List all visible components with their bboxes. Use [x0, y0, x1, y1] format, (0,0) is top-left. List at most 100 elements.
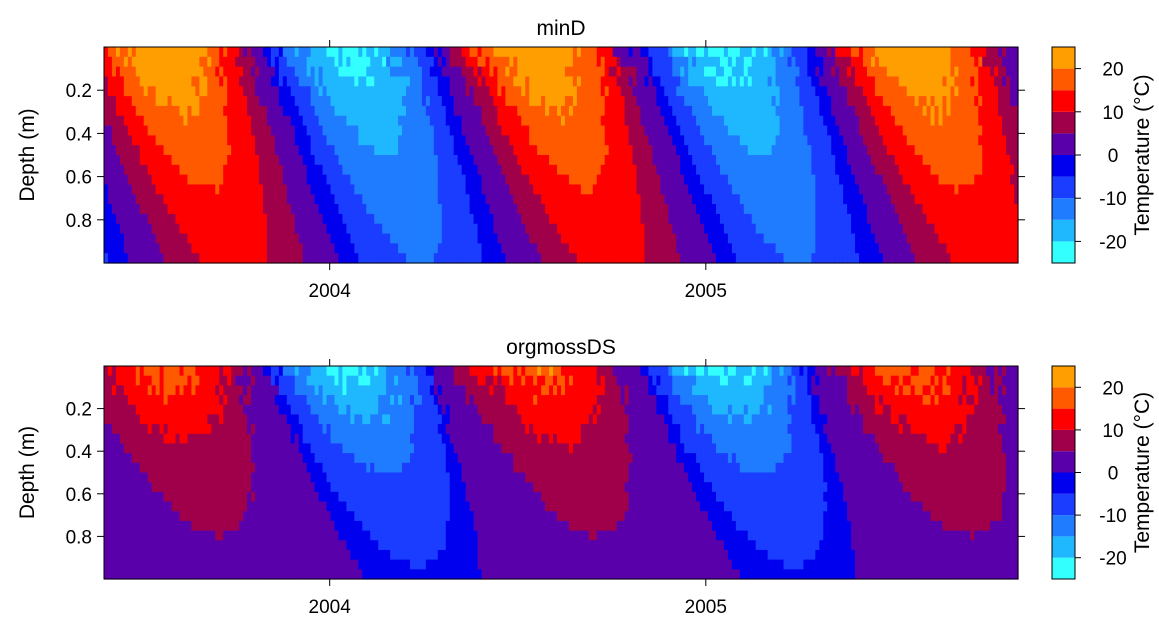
heatmap-cell: [374, 135, 379, 146]
heatmap-cell: [823, 194, 828, 205]
heatmap-cell: [406, 105, 411, 117]
heatmap-cell: [827, 243, 832, 254]
heatmap-cell: [370, 243, 375, 254]
heatmap-cell: [549, 135, 554, 146]
heatmap-cell: [179, 47, 185, 58]
heatmap-cell: [298, 223, 304, 235]
heatmap-cell: [596, 155, 602, 166]
heatmap-cell: [286, 184, 292, 195]
heatmap-cell: [203, 174, 208, 186]
heatmap-cell: [143, 174, 149, 186]
heatmap-cell: [807, 145, 812, 156]
heatmap-cell: [743, 86, 749, 97]
heatmap-cell: [704, 243, 709, 254]
heatmap-cell: [564, 115, 570, 127]
heatmap-cell: [998, 184, 1003, 195]
heatmap-cell: [799, 86, 804, 97]
heatmap-cell: [966, 105, 971, 117]
heatmap-cell: [429, 213, 435, 225]
heatmap-cell: [592, 47, 598, 58]
heatmap-cell: [914, 213, 920, 225]
heatmap-cell: [123, 223, 129, 235]
heatmap-cell: [962, 56, 967, 68]
heatmap-cell: [199, 233, 204, 244]
heatmap-cell: [461, 204, 467, 215]
heatmap-cell: [489, 233, 495, 244]
heatmap-cell: [219, 66, 224, 78]
heatmap-cell: [886, 204, 892, 215]
heatmap-cell: [219, 105, 224, 117]
heatmap-cell: [608, 223, 614, 235]
heatmap-cell: [493, 66, 499, 78]
heatmap-cell: [930, 76, 936, 87]
heatmap-cell: [362, 135, 367, 146]
heatmap-cell: [155, 204, 161, 215]
heatmap-cell: [664, 135, 669, 146]
heatmap-cell: [672, 223, 677, 235]
heatmap-cell: [255, 223, 260, 235]
heatmap-cell: [326, 184, 332, 195]
heatmap-cell: [251, 47, 256, 58]
heatmap-cell: [362, 125, 367, 136]
heatmap-cell: [890, 115, 896, 127]
heatmap-cell: [926, 86, 932, 97]
heatmap-cell: [330, 253, 336, 264]
heatmap-cell: [207, 76, 212, 87]
heatmap-cell: [771, 164, 777, 176]
heatmap-cell: [513, 233, 518, 244]
heatmap-cell: [815, 115, 820, 127]
heatmap-cell: [111, 135, 117, 146]
heatmap-cell: [322, 213, 328, 225]
heatmap-cell: [588, 184, 594, 195]
heatmap-cell: [672, 135, 677, 146]
heatmap-cell: [211, 86, 216, 97]
heatmap-cell: [537, 96, 542, 107]
heatmap-cell: [588, 76, 594, 87]
heatmap-cell: [624, 204, 630, 215]
heatmap-cell: [342, 47, 347, 58]
heatmap-cell: [930, 194, 936, 205]
heatmap-cell: [485, 76, 491, 87]
heatmap-cell: [334, 115, 340, 127]
heatmap-cell: [918, 96, 924, 107]
heatmap-cell: [811, 56, 816, 68]
heatmap-cell: [568, 223, 574, 235]
heatmap-cell: [278, 223, 284, 235]
heatmap-cell: [604, 56, 610, 68]
heatmap-cell: [278, 56, 284, 68]
heatmap-cell: [600, 204, 606, 215]
heatmap-cell: [608, 86, 614, 97]
heatmap-cell: [366, 213, 371, 225]
heatmap-cell: [572, 204, 578, 215]
heatmap-cell: [672, 184, 677, 195]
heatmap-cell: [632, 155, 638, 166]
heatmap-cell: [147, 164, 153, 176]
heatmap-cell: [366, 145, 371, 156]
heatmap-cell: [334, 66, 340, 78]
heatmap-cell: [934, 145, 940, 156]
heatmap-cell: [672, 174, 677, 186]
heatmap-cell: [334, 96, 340, 107]
heatmap-cell: [870, 233, 876, 244]
heatmap-cell: [350, 47, 355, 58]
heatmap-cell: [644, 125, 650, 136]
heatmap-cell: [918, 76, 924, 87]
heatmap-cell: [660, 86, 665, 97]
heatmap-cell: [481, 164, 487, 176]
heatmap-cell: [429, 125, 435, 136]
heatmap-cell: [231, 125, 236, 136]
heatmap-cell: [886, 135, 892, 146]
heatmap-cell: [219, 253, 224, 264]
heatmap-cell: [521, 56, 526, 68]
heatmap-cell: [676, 145, 681, 156]
heatmap-cell: [334, 47, 340, 58]
heatmap-cell: [700, 223, 705, 235]
heatmap-cell: [823, 125, 828, 136]
heatmap-cell: [441, 76, 447, 87]
heatmap-cell: [298, 184, 304, 195]
heatmap-cell: [545, 66, 550, 78]
heatmap-cell: [394, 56, 399, 68]
heatmap-cell: [489, 204, 495, 215]
heatmap-cell: [469, 253, 475, 264]
heatmap-cell: [970, 174, 975, 186]
